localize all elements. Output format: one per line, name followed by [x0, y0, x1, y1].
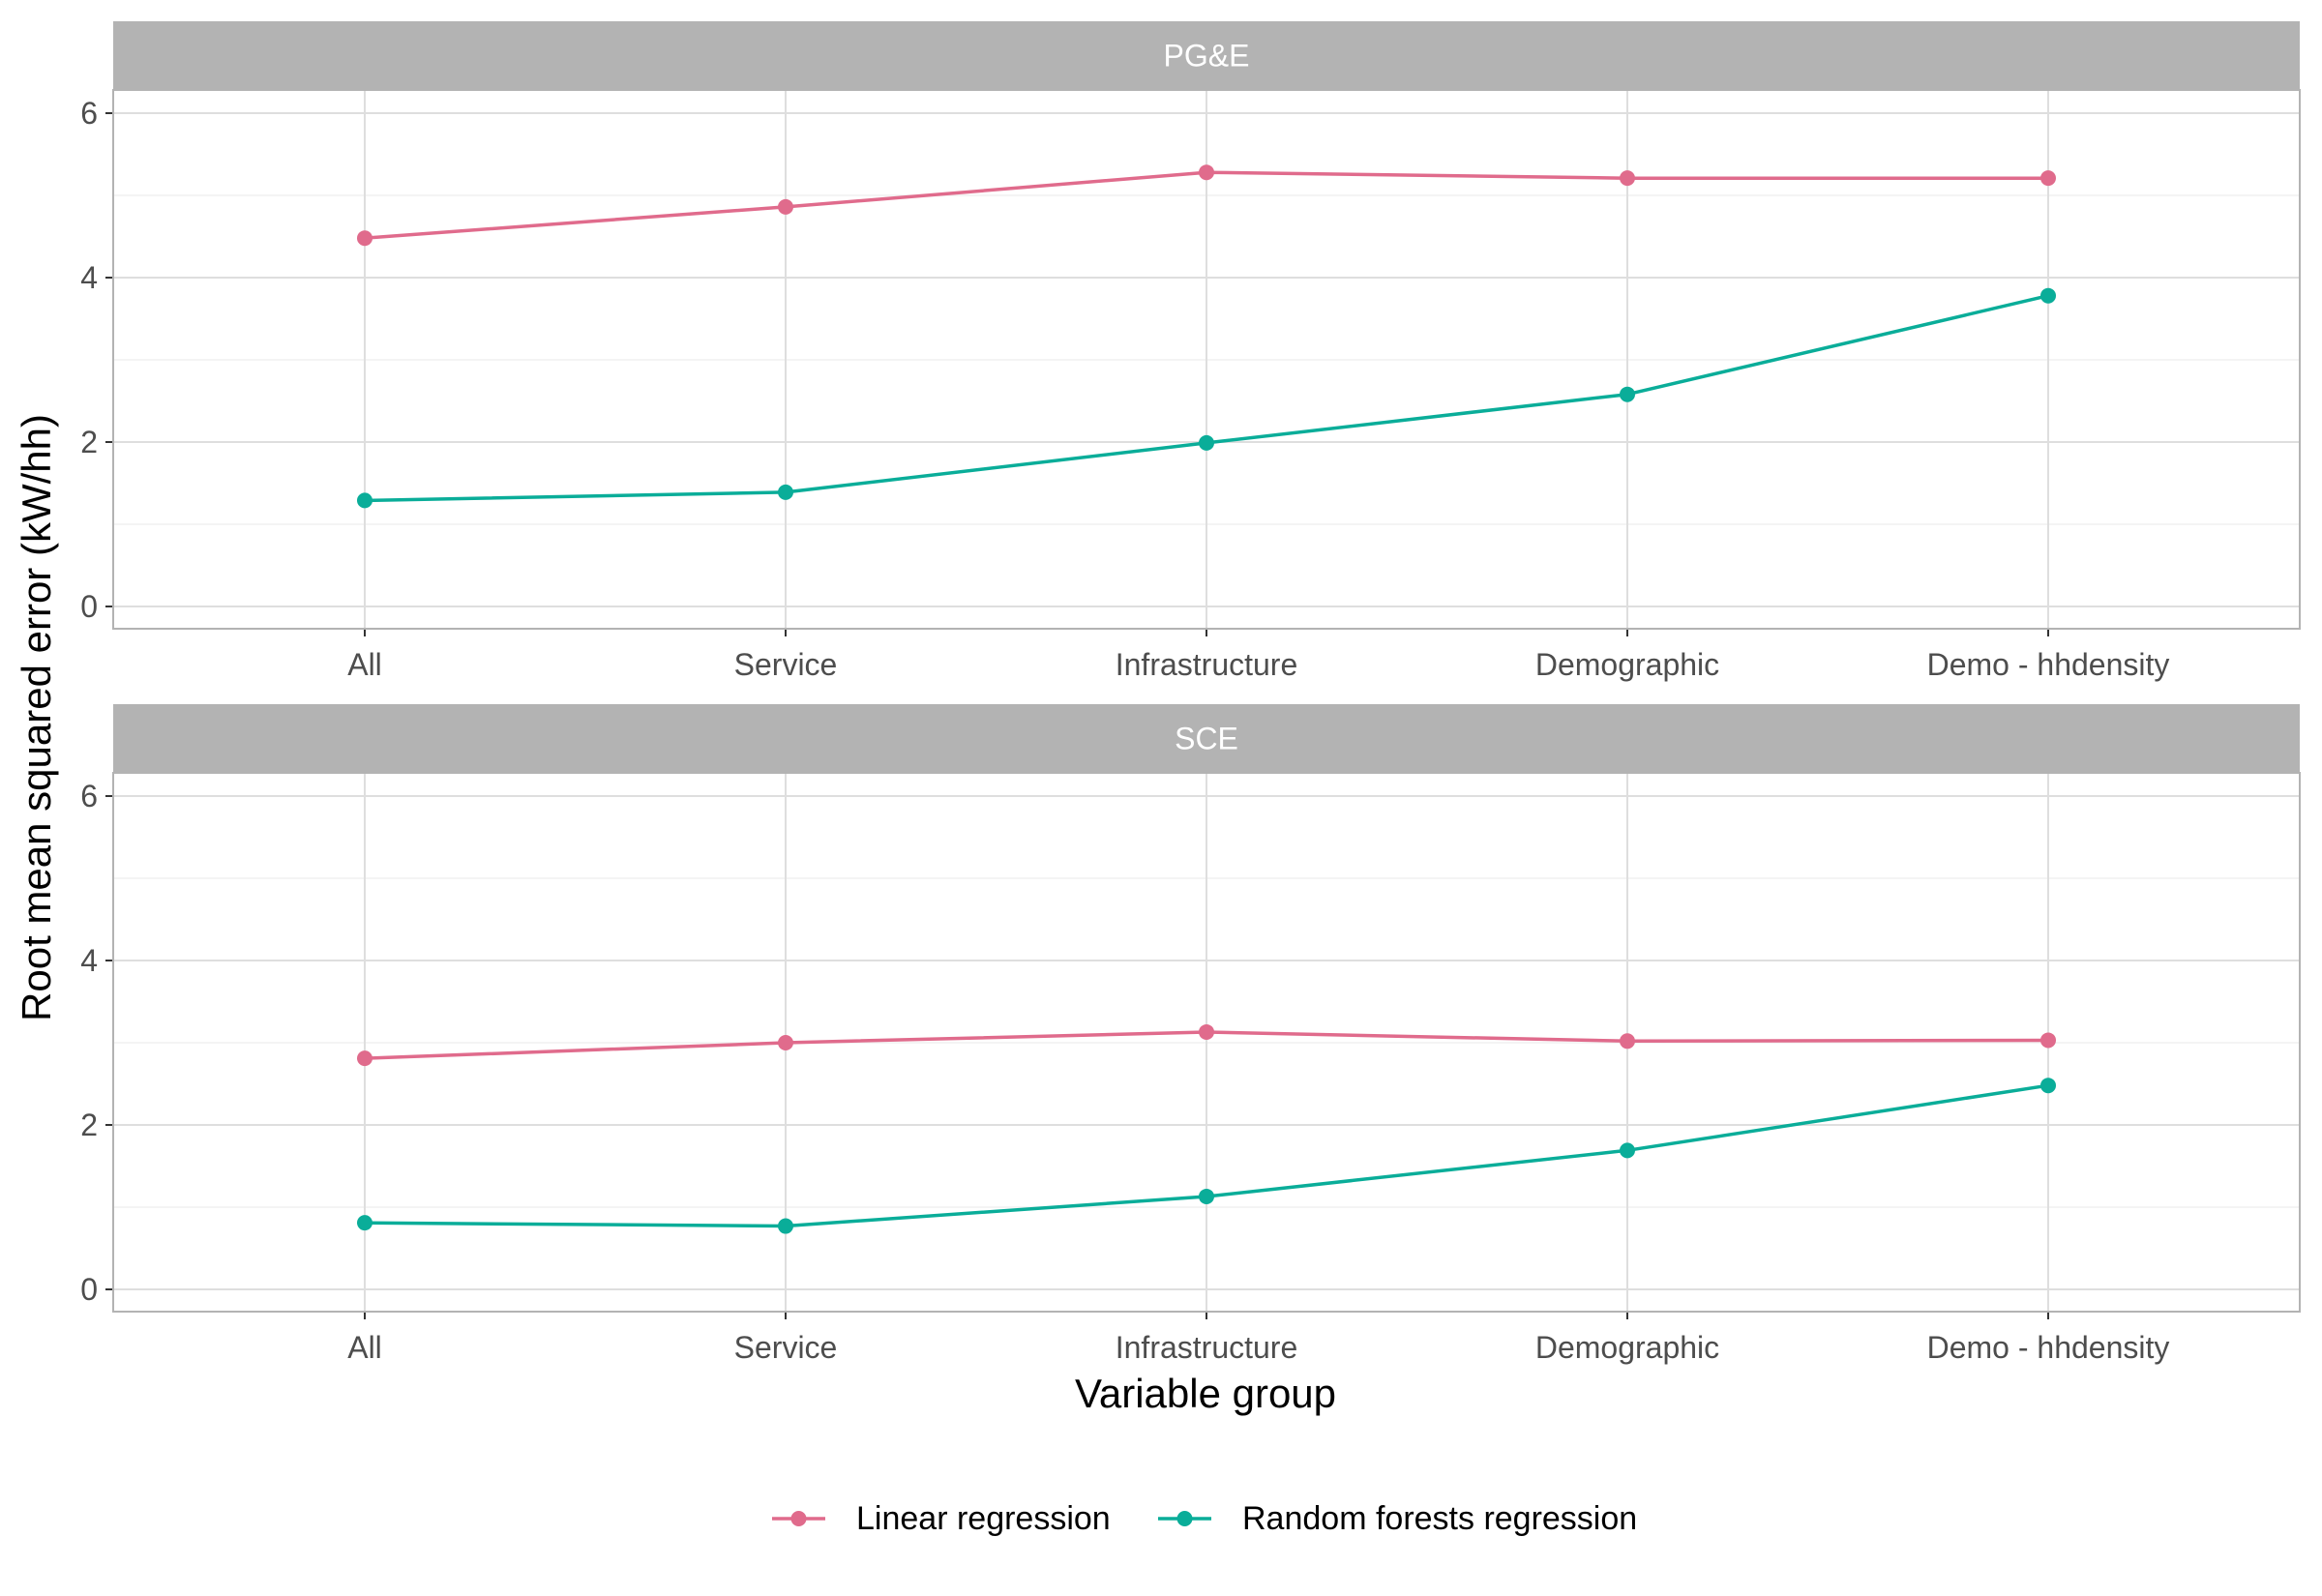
x-tick-label: Demographic: [1535, 1330, 1719, 1365]
data-point: [1199, 434, 1214, 451]
data-point: [1199, 164, 1214, 181]
legend-item: Linear regression: [772, 1500, 1111, 1537]
y-tick-label: 2: [80, 1108, 98, 1142]
x-tick-label: Demo - hhdensity: [1927, 1330, 2170, 1365]
x-tick-label: Demo - hhdensity: [1927, 647, 2170, 682]
x-tick-label: Infrastructure: [1116, 647, 1298, 682]
data-point: [1620, 170, 1635, 187]
facet-strip-label: PG&E: [1164, 39, 1250, 74]
legend-key-point: [790, 1511, 807, 1526]
y-tick-label: 0: [80, 589, 98, 624]
panel-border: [112, 772, 2301, 1313]
data-point: [778, 484, 793, 500]
y-tick-label: 4: [80, 943, 98, 978]
x-tick-label: Demographic: [1535, 647, 1719, 682]
legend: Linear regression Random forests regressi…: [772, 1500, 1637, 1537]
legend-label: Linear regression: [856, 1500, 1111, 1537]
facet-strip: [113, 21, 2300, 90]
panel-PG&E: PG&E 0 2 4 6 All Service Infrastructure Demograp…: [80, 21, 2301, 682]
y-tick-label: 4: [80, 260, 98, 295]
data-point: [2040, 287, 2056, 304]
data-point: [778, 1035, 793, 1050]
facet-strip: [113, 704, 2300, 773]
data-point: [2040, 170, 2056, 187]
legend-item: Random forests regression: [1158, 1500, 1637, 1537]
x-tick-label: Service: [734, 1330, 838, 1365]
panel-SCE: SCE 0 2 4 6 All Service Infrastructure Demograph…: [80, 704, 2301, 1365]
data-point: [778, 198, 793, 215]
y-tick-label: 6: [80, 96, 98, 131]
data-point: [1620, 1033, 1635, 1049]
data-point: [2040, 1032, 2056, 1049]
chart-panels: PG&E 0 2 4 6 All Service Infrastructure Demograp…: [80, 21, 2301, 1365]
legend-key-point: [1176, 1511, 1193, 1526]
y-tick-label: 6: [80, 779, 98, 813]
y-tick-label: 2: [80, 425, 98, 459]
data-point: [1620, 386, 1635, 402]
data-point: [357, 1215, 372, 1231]
panel-border: [112, 89, 2301, 630]
data-point: [1620, 1142, 1635, 1159]
data-point: [357, 492, 372, 509]
data-point: [2040, 1078, 2056, 1094]
data-point: [357, 230, 372, 247]
data-point: [1199, 1023, 1214, 1040]
data-point: [778, 1218, 793, 1234]
legend-label: Random forests regression: [1242, 1500, 1637, 1537]
facet-strip-label: SCE: [1175, 722, 1238, 756]
x-tick-label: Service: [734, 647, 838, 682]
y-tick-label: 0: [80, 1272, 98, 1307]
data-point: [1199, 1188, 1214, 1204]
x-tick-label: Infrastructure: [1116, 1330, 1298, 1365]
data-point: [357, 1050, 372, 1067]
x-tick-label: All: [347, 1330, 382, 1365]
x-axis-title: Variable group: [1075, 1371, 1336, 1416]
x-tick-label: All: [347, 647, 382, 682]
y-axis-title: Root mean squared error (kW/hh): [14, 414, 59, 1021]
